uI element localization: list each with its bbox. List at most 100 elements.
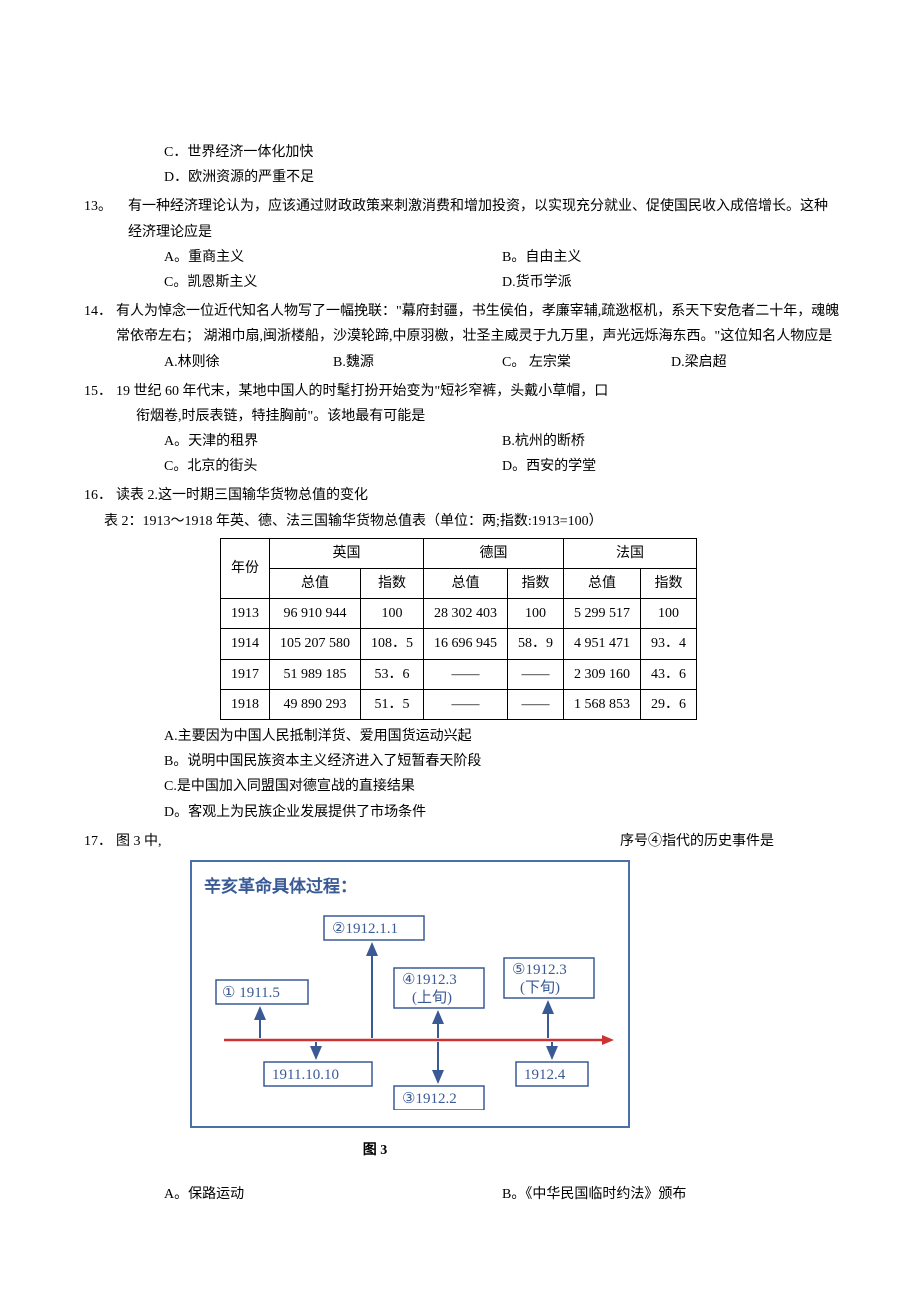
table-subheader-row: 总值 指数 总值 指数 总值 指数 bbox=[221, 569, 697, 599]
node-label: ⑤1912.3 bbox=[512, 962, 567, 978]
question-12-tail: C．世界经济一体化加快 D．欧洲资源的严重不足 bbox=[80, 140, 840, 190]
option-b: B.魏源 bbox=[333, 350, 502, 375]
option-d: D．欧洲资源的严重不足 bbox=[80, 165, 840, 190]
options-row: A。天津的租界 B.杭州的断桥 bbox=[80, 429, 840, 454]
cell: 105 207 580 bbox=[270, 629, 361, 659]
table-row: 1913 96 910 944 100 28 302 403 100 5 299… bbox=[221, 599, 697, 629]
table-header-row: 年份 英国 德国 法国 bbox=[221, 538, 697, 568]
option-a: A。重商主义 bbox=[164, 245, 502, 270]
node-label: ②1912.1.1 bbox=[332, 921, 398, 937]
cell: 1917 bbox=[221, 659, 270, 689]
option-b: B。《中华民国临时约法》颁布 bbox=[502, 1182, 840, 1207]
cell: 4 951 471 bbox=[564, 629, 641, 659]
cell: 100 bbox=[361, 599, 424, 629]
cell: 1913 bbox=[221, 599, 270, 629]
option-c: C。北京的街头 bbox=[164, 454, 502, 479]
subheader: 总值 bbox=[270, 569, 361, 599]
options-row: A。保路运动 B。《中华民国临时约法》颁布 bbox=[80, 1182, 840, 1207]
options-row: A.林则徐 B.魏源 C。 左宗棠 D.梁启超 bbox=[80, 350, 840, 375]
flowchart-title: 辛亥革命具体过程： bbox=[204, 872, 616, 903]
question-number: 15． bbox=[80, 379, 116, 404]
cell: 1 568 853 bbox=[564, 689, 641, 719]
figure-label: 图 3 bbox=[0, 1138, 840, 1163]
cell: 100 bbox=[641, 599, 697, 629]
cell: 5 299 517 bbox=[564, 599, 641, 629]
subheader: 指数 bbox=[361, 569, 424, 599]
cell: 29．6 bbox=[641, 689, 697, 719]
option-a: A。保路运动 bbox=[164, 1182, 502, 1207]
question-stem-left: 图 3 中, bbox=[116, 829, 162, 854]
node-label: 1911.10.10 bbox=[272, 1067, 339, 1083]
flowchart-box: 辛亥革命具体过程： ②1912.1.1 ① 1911.5 ④1 bbox=[190, 860, 630, 1129]
question-number: 16． bbox=[80, 483, 116, 508]
cell: 100 bbox=[508, 599, 564, 629]
option-a: A.主要因为中国人民抵制洋货、爱用国货运动兴起 bbox=[80, 724, 840, 749]
question-17: 17． 图 3 中, 序号④指代的历史事件是 辛亥革命具体过程： ②1912.1… bbox=[80, 829, 840, 1207]
question-15: 15． 19 世纪 60 年代末，某地中国人的时髦打扮开始变为"短衫窄裤，头戴小… bbox=[80, 379, 840, 480]
option-d: D.货币学派 bbox=[502, 270, 840, 295]
subheader: 总值 bbox=[564, 569, 641, 599]
header-country: 法国 bbox=[564, 538, 697, 568]
options-row: C。凯恩斯主义 D.货币学派 bbox=[80, 270, 840, 295]
question-stem: 有人为悼念一位近代知名人物写了一幅挽联："幕府封疆，书生侯伯，孝廉宰辅,疏逖枢机… bbox=[116, 299, 840, 349]
option-a: A.林则徐 bbox=[164, 350, 333, 375]
option-d: D。西安的学堂 bbox=[502, 454, 840, 479]
cell: —— bbox=[424, 689, 508, 719]
cell: 51．5 bbox=[361, 689, 424, 719]
question-16: 16． 读表 2.这一时期三国输华货物总值的变化 表 2：1913～1918 年… bbox=[80, 483, 840, 824]
option-a: A。天津的租界 bbox=[164, 429, 502, 454]
cell: 43．6 bbox=[641, 659, 697, 689]
cell: 93．4 bbox=[641, 629, 697, 659]
cell: 1918 bbox=[221, 689, 270, 719]
cell: 28 302 403 bbox=[424, 599, 508, 629]
question-stem-line1: 19 世纪 60 年代末，某地中国人的时髦打扮开始变为"短衫窄裤，头戴小草帽，口 bbox=[116, 379, 840, 404]
cell: 1914 bbox=[221, 629, 270, 659]
cell: 51 989 185 bbox=[270, 659, 361, 689]
table-row: 1918 49 890 293 51．5 —— —— 1 568 853 29．… bbox=[221, 689, 697, 719]
cell: 58．9 bbox=[508, 629, 564, 659]
question-stem: 读表 2.这一时期三国输华货物总值的变化 bbox=[116, 483, 840, 508]
table-row: 1914 105 207 580 108．5 16 696 945 58．9 4… bbox=[221, 629, 697, 659]
node-label: (下旬) bbox=[520, 979, 560, 996]
node-label: ④1912.3 bbox=[402, 972, 457, 988]
cell: 16 696 945 bbox=[424, 629, 508, 659]
question-stem: 有一种经济理论认为，应该通过财政政策来刺激消费和增加投资，以实现充分就业、促使国… bbox=[116, 194, 840, 244]
cell: 49 890 293 bbox=[270, 689, 361, 719]
node-label: ③1912.2 bbox=[402, 1091, 457, 1107]
option-d: D.梁启超 bbox=[671, 350, 840, 375]
subheader: 总值 bbox=[424, 569, 508, 599]
cell: —— bbox=[424, 659, 508, 689]
node-label: 1912.4 bbox=[524, 1067, 566, 1083]
question-14: 14． 有人为悼念一位近代知名人物写了一幅挽联："幕府封疆，书生侯伯，孝廉宰辅,… bbox=[80, 299, 840, 375]
option-b: B.杭州的断桥 bbox=[502, 429, 840, 454]
options-row: C。北京的街头 D。西安的学堂 bbox=[80, 454, 840, 479]
options-row: A。重商主义 B。自由主义 bbox=[80, 245, 840, 270]
node-label: ① 1911.5 bbox=[222, 985, 280, 1001]
node-label: (上旬) bbox=[412, 989, 452, 1006]
cell: 108．5 bbox=[361, 629, 424, 659]
question-number: 14． bbox=[80, 299, 116, 349]
header-country: 德国 bbox=[424, 538, 564, 568]
question-number: 17． bbox=[80, 829, 116, 854]
option-b: B。说明中国民族资本主义经济进入了短暂春天阶段 bbox=[80, 749, 840, 774]
question-13: 13。 有一种经济理论认为，应该通过财政政策来刺激消费和增加投资，以实现充分就业… bbox=[80, 194, 840, 295]
cell: 2 309 160 bbox=[564, 659, 641, 689]
header-country: 英国 bbox=[270, 538, 424, 568]
cell: —— bbox=[508, 659, 564, 689]
flowchart-figure: 辛亥革命具体过程： ②1912.1.1 ① 1911.5 ④1 bbox=[190, 860, 840, 1164]
option-c: C。 左宗棠 bbox=[502, 350, 671, 375]
option-b: B。自由主义 bbox=[502, 245, 840, 270]
subheader: 指数 bbox=[508, 569, 564, 599]
table-caption: 表 2：1913～1918 年英、德、法三国输华货物总值表（单位：两;指数:19… bbox=[80, 509, 840, 534]
question-stem-line2: 衔烟卷,时辰表链，特挂胸前"。该地最有可能是 bbox=[80, 404, 840, 429]
option-c: C．世界经济一体化加快 bbox=[80, 140, 840, 165]
cell: 53．6 bbox=[361, 659, 424, 689]
option-c: C.是中国加入同盟国对德宣战的直接结果 bbox=[80, 774, 840, 799]
data-table: 年份 英国 德国 法国 总值 指数 总值 指数 总值 指数 1913 96 91… bbox=[220, 538, 697, 720]
table-row: 1917 51 989 185 53．6 —— —— 2 309 160 43．… bbox=[221, 659, 697, 689]
cell: 96 910 944 bbox=[270, 599, 361, 629]
question-stem-right: 序号④指代的历史事件是 bbox=[620, 829, 774, 854]
subheader: 指数 bbox=[641, 569, 697, 599]
cell: —— bbox=[508, 689, 564, 719]
flowchart-svg: ②1912.1.1 ① 1911.5 ④1912.3 (上旬) ⑤1912.3 … bbox=[204, 910, 618, 1110]
